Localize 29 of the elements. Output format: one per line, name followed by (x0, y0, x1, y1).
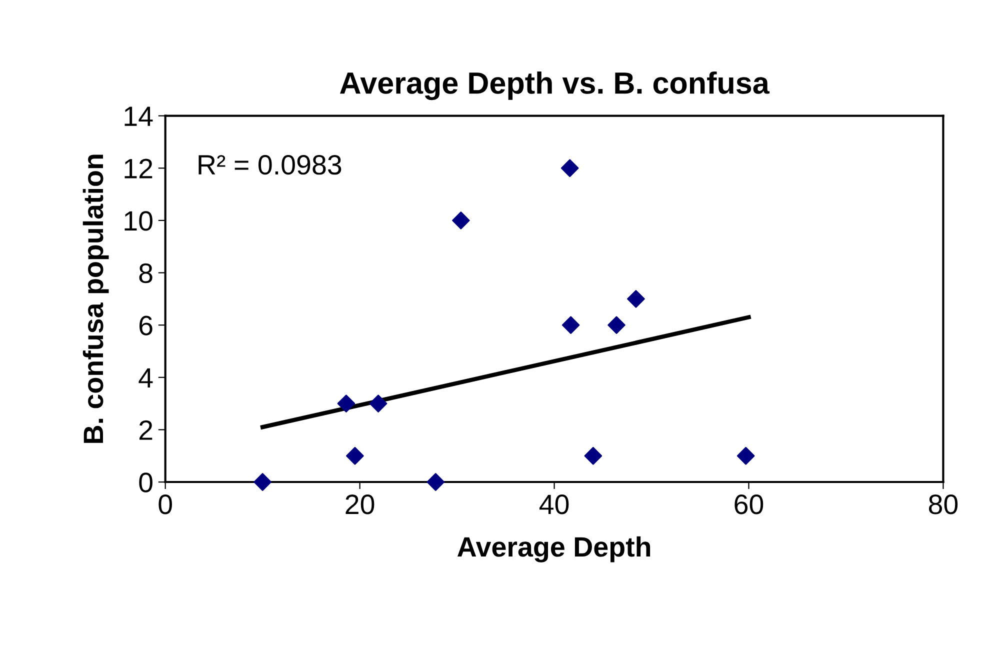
point (346, 446, 364, 465)
point (337, 394, 356, 412)
y-axis-title: B. confusa population (82, 154, 109, 443)
x-tick-label: 0 (158, 494, 172, 514)
point (254, 473, 272, 491)
x-tick-label: 20 (346, 494, 374, 514)
y-tick-label: 2 (139, 420, 152, 440)
y-tick-label: 6 (139, 316, 152, 336)
y-tick-label: 14 (124, 106, 153, 126)
x-axis-title: Average Depth (457, 536, 650, 562)
y-tick-label: 12 (124, 158, 152, 178)
y-tick-label: 4 (138, 368, 153, 388)
y-tick-label: 0 (139, 472, 152, 492)
point (627, 290, 645, 308)
point (608, 316, 626, 334)
point (736, 446, 755, 465)
point (584, 446, 602, 465)
point (369, 394, 388, 412)
x-tick-label: 60 (734, 494, 764, 514)
x-tick-label: 40 (539, 494, 569, 514)
point (452, 212, 470, 230)
point (560, 159, 579, 178)
y-tick-label: 8 (139, 263, 152, 284)
chart-title: Average Depth vs. B. confusa (340, 71, 770, 100)
x-tick-label: 80 (928, 494, 958, 514)
point (426, 473, 445, 491)
y-tick-label: 10 (124, 211, 152, 231)
point (562, 316, 580, 334)
annotation: R² = 0.0983 (198, 155, 342, 175)
